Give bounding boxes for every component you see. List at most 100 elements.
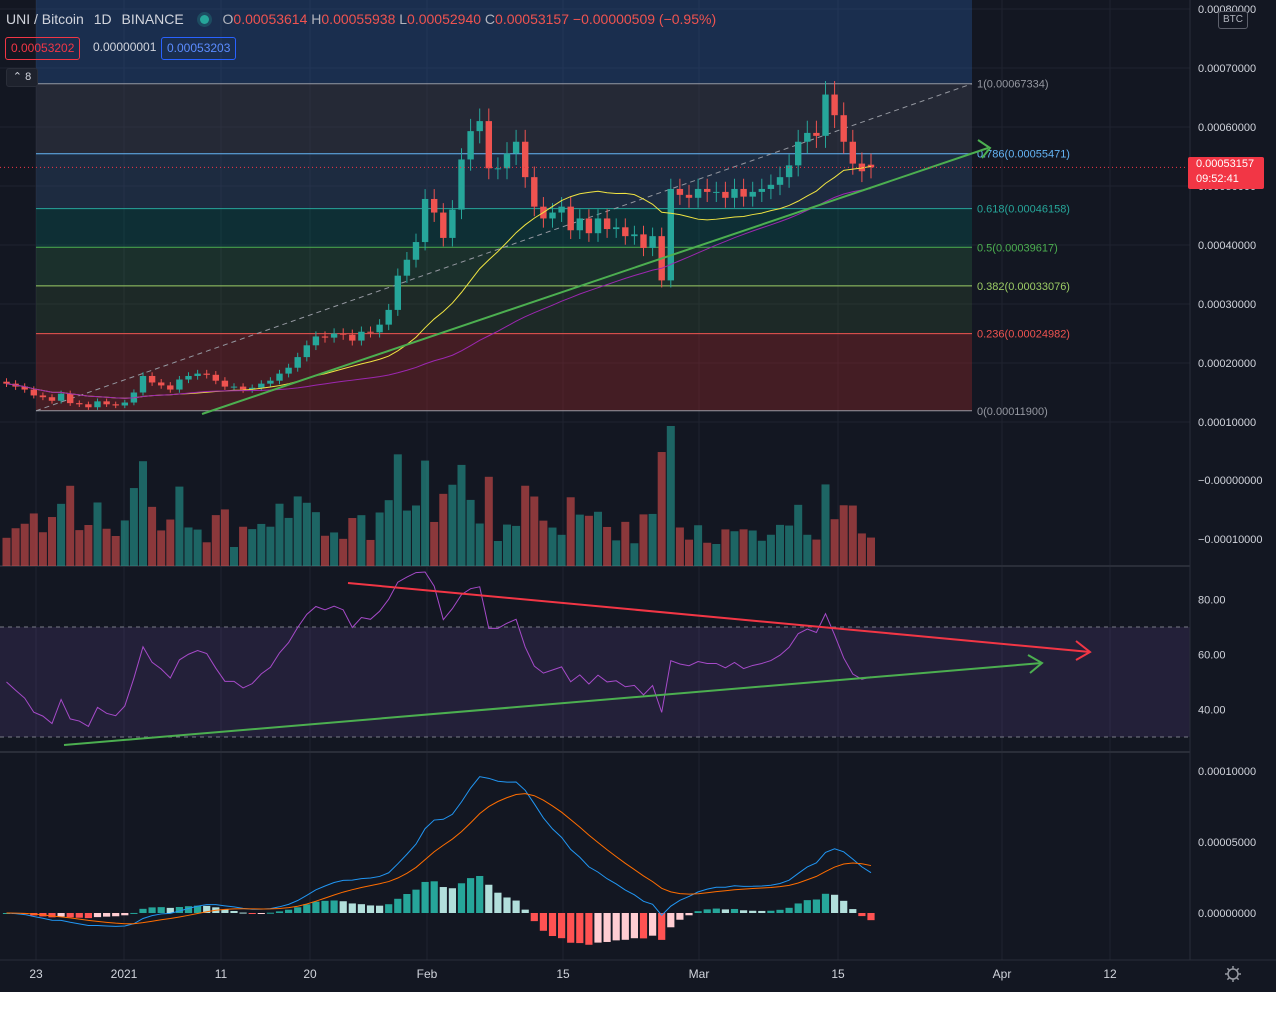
candle: [158, 379, 165, 389]
macd-hist-bar: [730, 908, 739, 913]
macd-hist-bar: [612, 913, 620, 941]
candle: [48, 394, 56, 404]
volume-bar: [675, 527, 684, 566]
buy-price-box[interactable]: 0.00053203: [161, 37, 237, 60]
volume-bar: [148, 506, 157, 566]
candle: [431, 189, 438, 222]
macd-hist-bar: [749, 910, 757, 913]
macd-hist-bar: [184, 906, 193, 913]
candle-body: [776, 177, 784, 185]
volume-bar: [139, 461, 147, 566]
volume-bar: [448, 484, 457, 566]
volume-bars: [2, 426, 875, 566]
volume-bar: [84, 525, 93, 566]
settings-gear-icon[interactable]: [1225, 966, 1241, 982]
candle: [740, 178, 747, 207]
price-tick: 0.00040000: [1198, 240, 1256, 252]
macd-hist-bar: [457, 883, 466, 913]
volume-bar: [457, 464, 466, 566]
candle-body: [394, 275, 401, 310]
rsi-band: [0, 627, 1190, 737]
candle-body: [249, 387, 256, 390]
macd-hist-bar: [548, 913, 557, 937]
candle-body: [685, 194, 693, 198]
volume-bar: [311, 512, 320, 566]
macd-histogram: [2, 875, 875, 945]
candle: [549, 203, 556, 228]
candle: [230, 383, 238, 390]
volume-bar: [776, 524, 784, 566]
time-tick: 15: [556, 967, 570, 981]
volume-bar: [539, 520, 548, 566]
close-value: 0.00053157: [495, 11, 569, 27]
candle: [112, 401, 119, 409]
macd-hist-bar: [576, 913, 584, 944]
candle: [303, 340, 310, 362]
volume-bar: [302, 502, 311, 566]
candle-body: [21, 386, 28, 390]
indicators-collapse-button[interactable]: ⌃ 8: [6, 68, 38, 87]
time-tick: 15: [831, 967, 845, 981]
candle: [185, 372, 192, 384]
volume-bar: [375, 512, 384, 566]
candle: [503, 142, 511, 180]
candle: [676, 178, 684, 205]
volume-bar: [439, 493, 448, 566]
candle-body: [303, 345, 310, 358]
macd-hist-bar: [357, 904, 365, 913]
volume-bar: [211, 515, 220, 566]
high-label: H: [311, 11, 322, 27]
macd-hist-bar: [521, 909, 529, 913]
candle: [412, 233, 420, 268]
volume-bar: [566, 497, 575, 566]
macd-hist-bar: [594, 913, 602, 943]
price-tick: 0.00030000: [1198, 299, 1256, 311]
time-tick: 11: [215, 967, 228, 981]
macd-hist-bar: [740, 910, 748, 913]
candle: [403, 252, 411, 283]
macd-hist-bar: [239, 912, 247, 914]
macd-hist-bar: [312, 901, 320, 913]
volume-bar: [38, 532, 47, 566]
symbol-name[interactable]: UNI / Bitcoin: [6, 11, 84, 27]
volume-bar: [612, 540, 621, 566]
candle-body: [449, 209, 456, 238]
sell-price-box[interactable]: 0.00053202: [5, 37, 81, 60]
volume-bar: [739, 529, 748, 566]
interval[interactable]: 1D: [93, 11, 112, 27]
macd-hist-bar: [767, 910, 775, 913]
fib-trend-line: [35, 83, 973, 412]
fib-level-label: 0.382(0.00033076): [977, 281, 1070, 293]
volume-bar: [839, 505, 848, 566]
candle: [312, 331, 320, 351]
volume-bar: [166, 519, 175, 566]
candle: [421, 189, 429, 251]
macd-hist-bar: [93, 913, 102, 918]
macd-tick: 0.00005000: [1198, 837, 1256, 849]
signal-line: [6, 793, 872, 925]
candle-body: [167, 385, 174, 390]
candle: [822, 81, 829, 148]
high-value: 0.00055938: [321, 11, 396, 27]
candle-body: [230, 386, 238, 388]
volume-bar: [57, 503, 66, 566]
change-value: −0.00000509 (−0.95%): [572, 11, 717, 27]
volume-bar: [521, 485, 530, 566]
macd-hist-bar: [339, 901, 347, 913]
macd-hist-bar: [503, 897, 511, 913]
candle-body: [740, 188, 747, 197]
axis-currency-badge[interactable]: BTC: [1218, 11, 1248, 29]
macd-hist-bar: [403, 894, 411, 913]
macd-hist-bar: [785, 907, 793, 913]
volume-bar: [867, 537, 875, 566]
volume-bar: [357, 515, 366, 566]
candle-body: [385, 309, 392, 325]
candle: [512, 129, 520, 166]
macd-hist-bar: [794, 903, 802, 913]
open-label: O: [222, 11, 234, 27]
volume-bar: [293, 496, 302, 566]
candle-body: [767, 184, 775, 189]
volume-bar: [484, 476, 493, 566]
